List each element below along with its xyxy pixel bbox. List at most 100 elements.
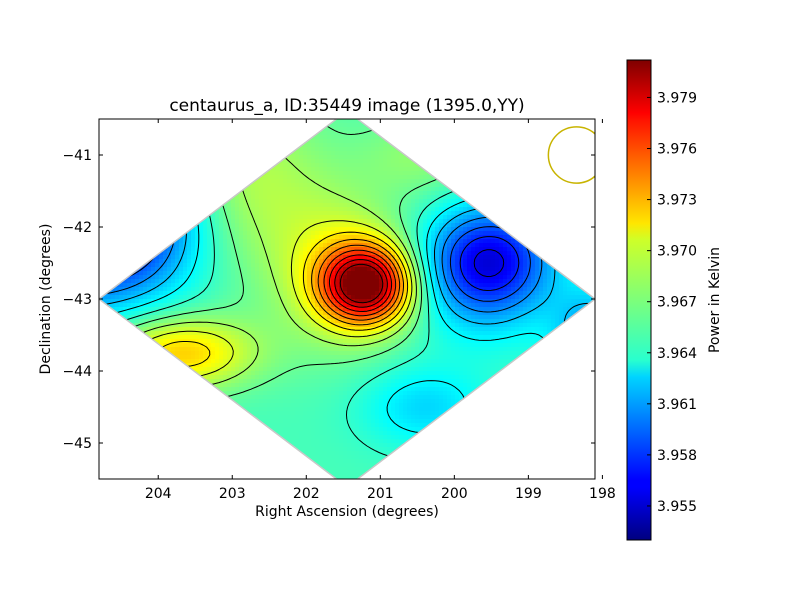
heatmap-cell (199, 279, 204, 284)
heatmap-cell (379, 191, 384, 196)
heatmap-cell (239, 219, 244, 224)
heatmap-cell (271, 259, 276, 264)
heatmap-cell (327, 199, 332, 204)
heatmap-cell (375, 207, 380, 212)
heatmap-cell (435, 219, 440, 224)
heatmap-cell (359, 227, 364, 232)
heatmap-cell (219, 243, 224, 248)
heatmap-cell (367, 235, 372, 240)
heatmap-cell (347, 199, 352, 204)
heatmap-cell (327, 227, 332, 232)
heatmap-cell (355, 195, 360, 200)
heatmap-cell (443, 203, 448, 208)
heatmap-cell (367, 155, 372, 160)
heatmap-cell (263, 271, 268, 276)
heatmap-cell (179, 275, 184, 280)
heatmap-cell (367, 255, 372, 260)
heatmap-cell (415, 271, 420, 276)
heatmap-cell (451, 199, 456, 204)
heatmap-cell (231, 203, 236, 208)
heatmap-cell (375, 195, 380, 200)
heatmap-cell (471, 267, 476, 272)
heatmap-cell (359, 139, 364, 144)
heatmap-cell (219, 255, 224, 260)
heatmap-cell (247, 275, 252, 280)
heatmap-cell (387, 275, 392, 280)
heatmap-cell (363, 143, 368, 148)
heatmap-cell (143, 275, 148, 280)
heatmap-cell (175, 255, 180, 260)
heatmap-cell (375, 135, 380, 140)
heatmap-cell (371, 139, 376, 144)
heatmap-cell (319, 267, 324, 272)
heatmap-cell (339, 227, 344, 232)
heatmap-cell (319, 235, 324, 240)
heatmap-cell (323, 195, 328, 200)
heatmap-cell (343, 155, 348, 160)
heatmap-cell (331, 163, 336, 168)
heatmap-cell (207, 251, 212, 256)
heatmap-cell (359, 195, 364, 200)
heatmap-cell (355, 175, 360, 180)
heatmap-cell (387, 211, 392, 216)
heatmap-cell (303, 267, 308, 272)
heatmap-cell (211, 243, 216, 248)
heatmap-cell (351, 139, 356, 144)
heatmap-cell (303, 271, 308, 276)
heatmap-cell (343, 263, 348, 268)
heatmap-cell (279, 235, 284, 240)
heatmap-cell (375, 223, 380, 228)
heatmap-cell (359, 215, 364, 220)
heatmap-cell (227, 239, 232, 244)
heatmap-cell (459, 215, 464, 220)
heatmap-cell (191, 255, 196, 260)
heatmap-cell (359, 211, 364, 216)
heatmap-cell (455, 259, 460, 264)
heatmap-cell (487, 227, 492, 232)
heatmap-cell (203, 263, 208, 268)
heatmap-cell (403, 187, 408, 192)
heatmap-cell (523, 263, 528, 268)
heatmap-cell (447, 259, 452, 264)
heatmap-cell (443, 263, 448, 268)
heatmap-cell (363, 127, 368, 132)
heatmap-cell (439, 219, 444, 224)
heatmap-cell (475, 223, 480, 228)
heatmap-cell (399, 247, 404, 252)
heatmap-cell (515, 267, 520, 272)
heatmap-cell (347, 191, 352, 196)
heatmap-cell (219, 211, 224, 216)
heatmap-cell (419, 199, 424, 204)
heatmap-cell (459, 247, 464, 252)
heatmap-cell (367, 243, 372, 248)
heatmap-cell (327, 147, 332, 152)
heatmap-cell (175, 267, 180, 272)
heatmap-cell (527, 275, 532, 280)
heatmap-cell (395, 239, 400, 244)
heatmap-cell (363, 167, 368, 172)
heatmap-cell (239, 215, 244, 220)
heatmap-cell (303, 263, 308, 268)
heatmap-cell (279, 199, 284, 204)
heatmap-cell (255, 243, 260, 248)
heatmap-cell (271, 195, 276, 200)
heatmap-cell (447, 271, 452, 276)
heatmap-cell (375, 275, 380, 280)
heatmap-cell (295, 151, 300, 156)
heatmap-cell (283, 163, 288, 168)
heatmap-cell (255, 203, 260, 208)
heatmap-cell (435, 267, 440, 272)
heatmap-cell (395, 207, 400, 212)
heatmap-cell (315, 239, 320, 244)
heatmap-cell (383, 275, 388, 280)
heatmap-cell (367, 191, 372, 196)
heatmap-cell (199, 267, 204, 272)
heatmap-cell (451, 207, 456, 212)
heatmap-cell (219, 239, 224, 244)
heatmap-cell (423, 191, 428, 196)
heatmap-cell (463, 255, 468, 260)
heatmap-cell (447, 251, 452, 256)
heatmap-cell (359, 223, 364, 228)
heatmap-cell (271, 175, 276, 180)
heatmap-cell (291, 267, 296, 272)
